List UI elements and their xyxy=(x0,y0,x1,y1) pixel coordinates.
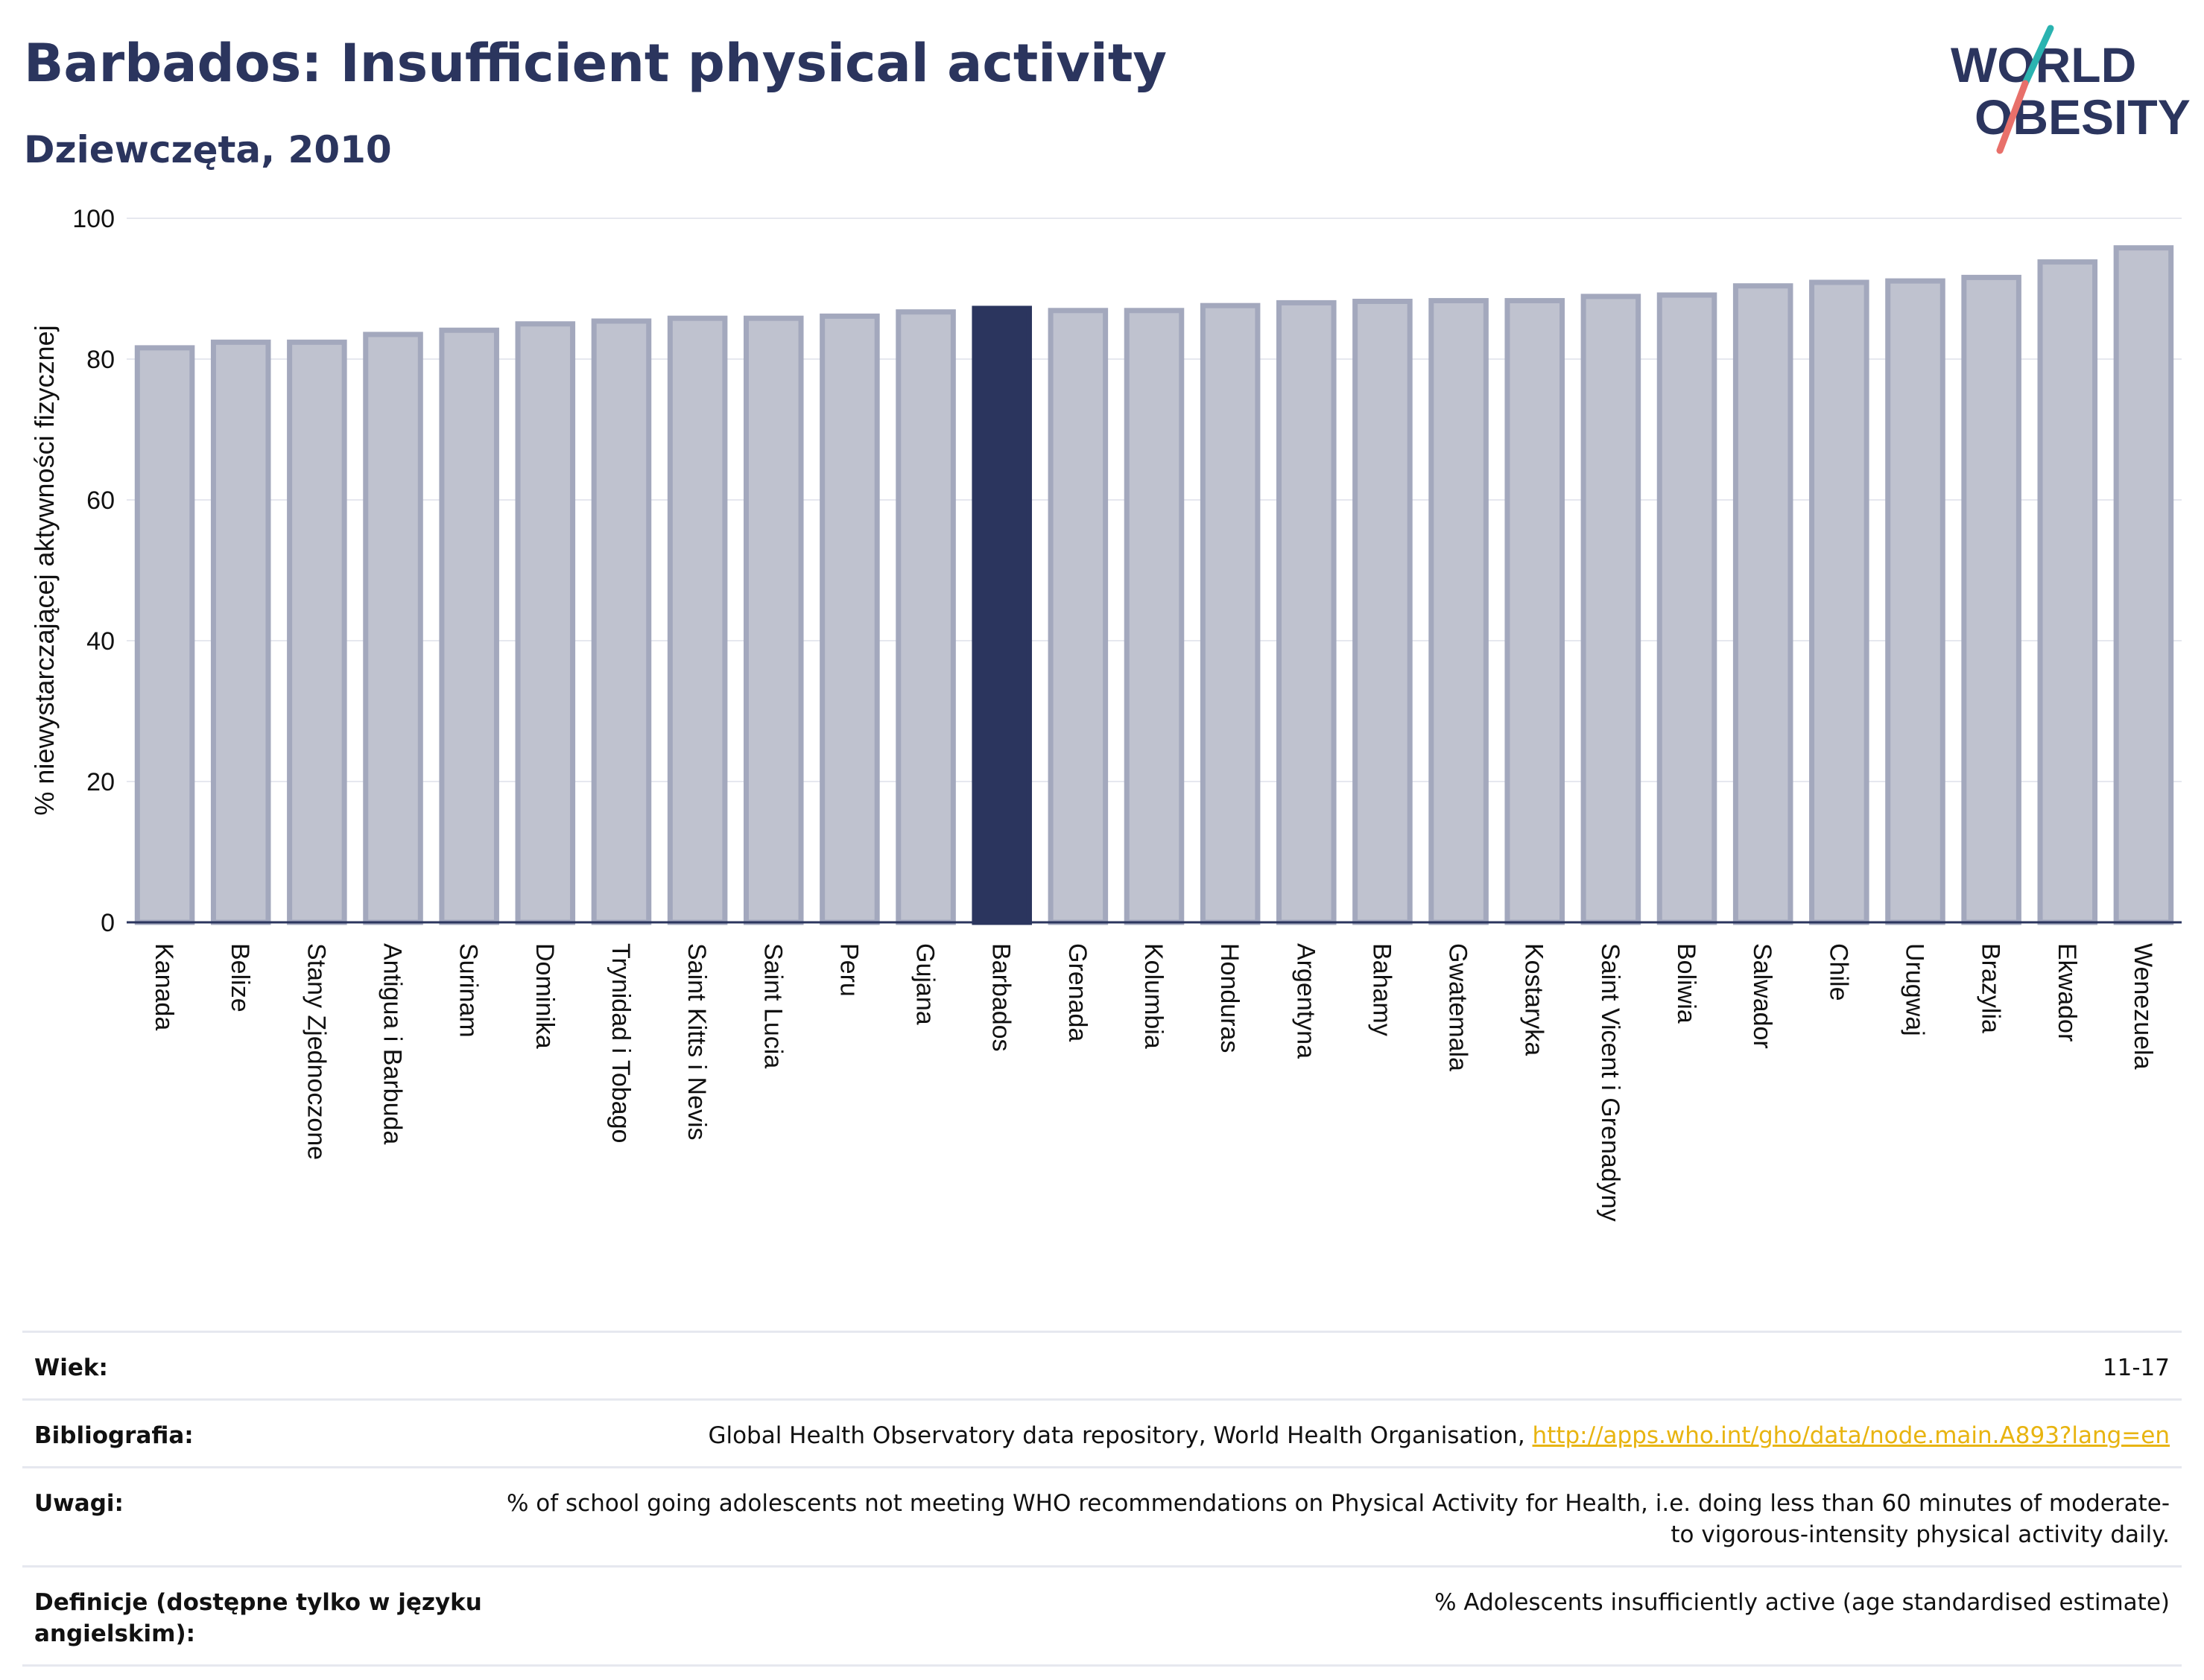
bar-honduras xyxy=(1200,302,1261,925)
bar-wenezuela xyxy=(2113,245,2174,925)
bar-saint-lucia xyxy=(743,315,804,925)
x-tick-label: Trynidad i Tobago xyxy=(607,943,635,1143)
bar-saint-kitts-i-nevis xyxy=(667,315,728,925)
x-tick-label: Saint Vicent i Grenadyny xyxy=(1596,943,1624,1222)
y-axis-label: % niewystarczającej aktywności fizycznej xyxy=(29,325,60,815)
bar-gujana xyxy=(896,309,956,925)
notes-label: Uwagi: xyxy=(34,1490,124,1517)
info-row-definitions: Definicje (dostępne tylko w języku angie… xyxy=(22,1565,2182,1667)
bar-chile xyxy=(1809,279,1869,925)
y-tick-label: 60 xyxy=(86,486,115,515)
bibliography-link[interactable]: http://apps.who.int/gho/data/node.main.A… xyxy=(1532,1422,2170,1449)
bars xyxy=(134,245,2174,925)
bar-brazylia xyxy=(1961,274,2021,925)
bar-barbados xyxy=(972,305,1032,925)
x-tick-label: Kolumbia xyxy=(1139,943,1168,1049)
x-tick-label: Brazylia xyxy=(1977,943,2005,1033)
x-tick-label: Honduras xyxy=(1215,943,1244,1053)
bar-saint-vicent-i-grenadyny xyxy=(1580,294,1641,925)
x-tick-label: Belize xyxy=(226,943,254,1012)
bar-chart: 0 20 40 60 80 100 Kanada Belize Stany Zjednoczo… xyxy=(29,205,2182,1222)
x-tick-label: Argentyna xyxy=(1291,943,1320,1059)
info-row-age: Wiek: 11-17 xyxy=(22,1331,2182,1398)
bibliography-value: Global Health Observatory data repositor… xyxy=(496,1420,2170,1451)
bar-antigua-i-barbuda xyxy=(363,332,423,925)
x-tick-label: Surinam xyxy=(455,943,483,1038)
y-tick-label: 80 xyxy=(86,346,115,374)
x-tick-label: Ekwador xyxy=(2053,943,2081,1042)
y-tick-label: 100 xyxy=(72,205,115,233)
age-value: 11-17 xyxy=(2102,1354,2170,1381)
x-tick-label: Chile xyxy=(1824,943,1852,1001)
bar-bahamy xyxy=(1352,299,1413,925)
definitions-label: Definicje (dostępne tylko w języku angie… xyxy=(34,1589,482,1647)
x-tick-label: Saint Kitts i Nevis xyxy=(683,943,711,1141)
bar-kanada xyxy=(134,345,195,925)
bar-kostaryka xyxy=(1504,298,1565,925)
bar-ekwador xyxy=(2037,259,2098,925)
page-title: Barbados: Insufficient physical activity xyxy=(24,33,1167,94)
logo-slash-red xyxy=(1996,80,2029,154)
x-tick-label: Wenezuela xyxy=(2129,943,2157,1070)
page-subtitle: Dziewczęta, 2010 xyxy=(24,128,392,171)
bar-belize xyxy=(210,339,271,925)
y-tick-label: 20 xyxy=(86,768,115,796)
bar-dominika xyxy=(515,321,576,925)
bar-urugwaj xyxy=(1885,278,1945,925)
world-obesity-logo: WORLD OBESITY xyxy=(1951,25,2191,154)
bar-trynidad-i-tobago xyxy=(591,318,652,925)
x-tick-label: Peru xyxy=(835,943,863,997)
x-tick-label: Grenada xyxy=(1063,943,1092,1042)
bibliography-label: Bibliografia: xyxy=(34,1422,194,1449)
y-axis-ticks: 0 20 40 60 80 100 xyxy=(72,205,115,937)
definitions-value: % Adolescents insufficiently active (age… xyxy=(1434,1589,2170,1616)
x-tick-label: Stany Zjednoczone xyxy=(302,943,330,1160)
age-label: Wiek: xyxy=(34,1354,108,1381)
bar-peru xyxy=(820,313,880,925)
info-table: Wiek: 11-17 Bibliografia: Global Health … xyxy=(22,1331,2182,1667)
bibliography-text: Global Health Observatory data repositor… xyxy=(708,1422,1533,1449)
bar-boliwia xyxy=(1656,292,1717,925)
x-tick-label: Kanada xyxy=(150,943,178,1030)
x-tick-label: Saint Lucia xyxy=(759,943,787,1068)
bar-gwatemala xyxy=(1428,298,1489,925)
x-tick-label: Salwador xyxy=(1748,943,1776,1049)
notes-value: % of school going adolescents not meetin… xyxy=(506,1490,2170,1548)
info-row-notes: Uwagi: % of school going adolescents not… xyxy=(22,1466,2182,1565)
x-tick-label: Boliwia xyxy=(1672,943,1700,1024)
info-row-bibliography: Bibliografia: Global Health Observatory … xyxy=(22,1398,2182,1466)
y-tick-label: 0 xyxy=(101,909,115,937)
x-tick-label: Barbados xyxy=(987,943,1016,1052)
y-tick-label: 40 xyxy=(86,627,115,656)
x-tick-label: Antigua i Barbuda xyxy=(379,943,407,1144)
x-axis-labels: Kanada Belize Stany Zjednoczone Antigua i B… xyxy=(150,943,2157,1222)
bar-argentyna xyxy=(1276,299,1337,925)
x-tick-label: Bahamy xyxy=(1367,943,1396,1036)
bar-kolumbia xyxy=(1124,308,1185,925)
logo-slash-teal xyxy=(2021,25,2054,87)
x-tick-label: Gujana xyxy=(911,943,940,1025)
x-tick-label: Dominika xyxy=(531,943,559,1049)
bar-grenada xyxy=(1048,308,1109,925)
x-tick-label: Urugwaj xyxy=(1900,943,1928,1036)
x-tick-label: Gwatemala xyxy=(1444,943,1472,1071)
x-tick-label: Kostaryka xyxy=(1520,943,1548,1056)
bar-stany-zjednoczone xyxy=(287,339,347,925)
bar-salwador xyxy=(1732,283,1793,925)
bar-surinam xyxy=(439,327,499,925)
